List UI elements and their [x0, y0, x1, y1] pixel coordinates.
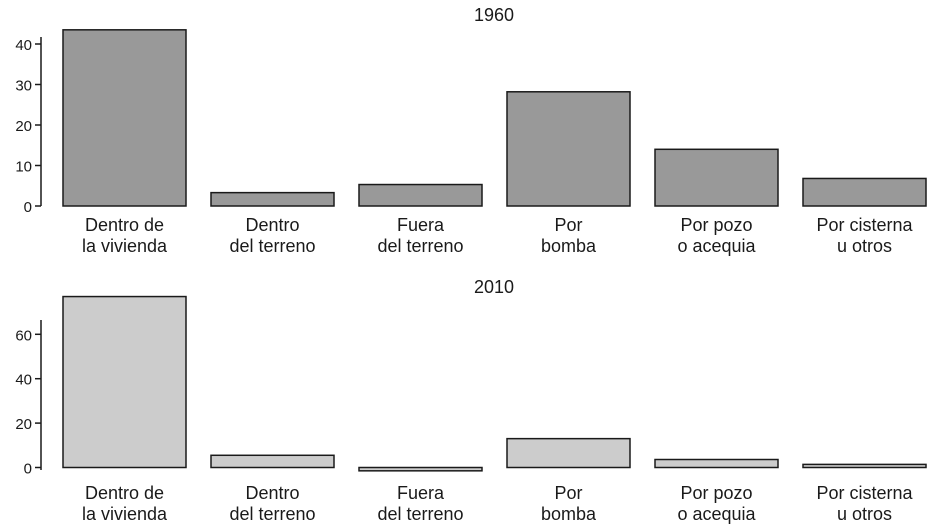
y-tick-label: 60	[15, 327, 32, 344]
bar	[654, 148, 779, 207]
x-tick-label: Por	[554, 483, 582, 503]
x-tick-label: u otros	[837, 236, 892, 256]
x-tick-label: Dentro de	[85, 483, 164, 503]
y-tick-label: 40	[15, 372, 32, 389]
x-tick-label: bomba	[541, 504, 597, 524]
x-tick-label: o acequia	[677, 236, 756, 256]
bar	[654, 458, 779, 469]
y-tick-label: 0	[24, 199, 32, 216]
bar	[210, 454, 335, 469]
bar	[62, 29, 187, 207]
bar	[62, 295, 187, 469]
x-tick-label: del terreno	[377, 504, 463, 524]
x-tick-label: Fuera	[397, 483, 445, 503]
bar	[358, 183, 483, 207]
x-tick-label: del terreno	[229, 236, 315, 256]
x-tick-label: del terreno	[377, 236, 463, 256]
y-tick-label: 20	[15, 416, 32, 433]
y-tick-label: 30	[15, 78, 32, 95]
x-tick-label: Dentro de	[85, 215, 164, 235]
x-tick-label: del terreno	[229, 504, 315, 524]
bar	[506, 91, 631, 207]
chart-title: 1960	[474, 5, 514, 25]
y-tick-label: 40	[15, 37, 32, 54]
x-tick-label: Por	[554, 215, 582, 235]
x-tick-label: Por pozo	[680, 215, 752, 235]
y-tick-label: 20	[15, 118, 32, 135]
bar	[506, 437, 631, 469]
y-tick-label: 0	[24, 461, 32, 478]
x-tick-label: Dentro	[245, 483, 299, 503]
y-tick-label: 10	[15, 159, 32, 176]
x-tick-label: la vivienda	[82, 504, 168, 524]
x-tick-label: la vivienda	[82, 236, 168, 256]
x-tick-label: Dentro	[245, 215, 299, 235]
x-tick-label: Fuera	[397, 215, 445, 235]
bar	[802, 463, 927, 469]
x-tick-label: bomba	[541, 236, 597, 256]
x-tick-label: Por cisterna	[816, 215, 913, 235]
x-tick-label: o acequia	[677, 504, 756, 524]
x-tick-label: Por pozo	[680, 483, 752, 503]
bar	[802, 177, 927, 207]
chart-title: 2010	[474, 277, 514, 297]
x-tick-label: Por cisterna	[816, 483, 913, 503]
x-tick-label: u otros	[837, 504, 892, 524]
bar	[358, 466, 483, 472]
bar	[210, 191, 335, 207]
